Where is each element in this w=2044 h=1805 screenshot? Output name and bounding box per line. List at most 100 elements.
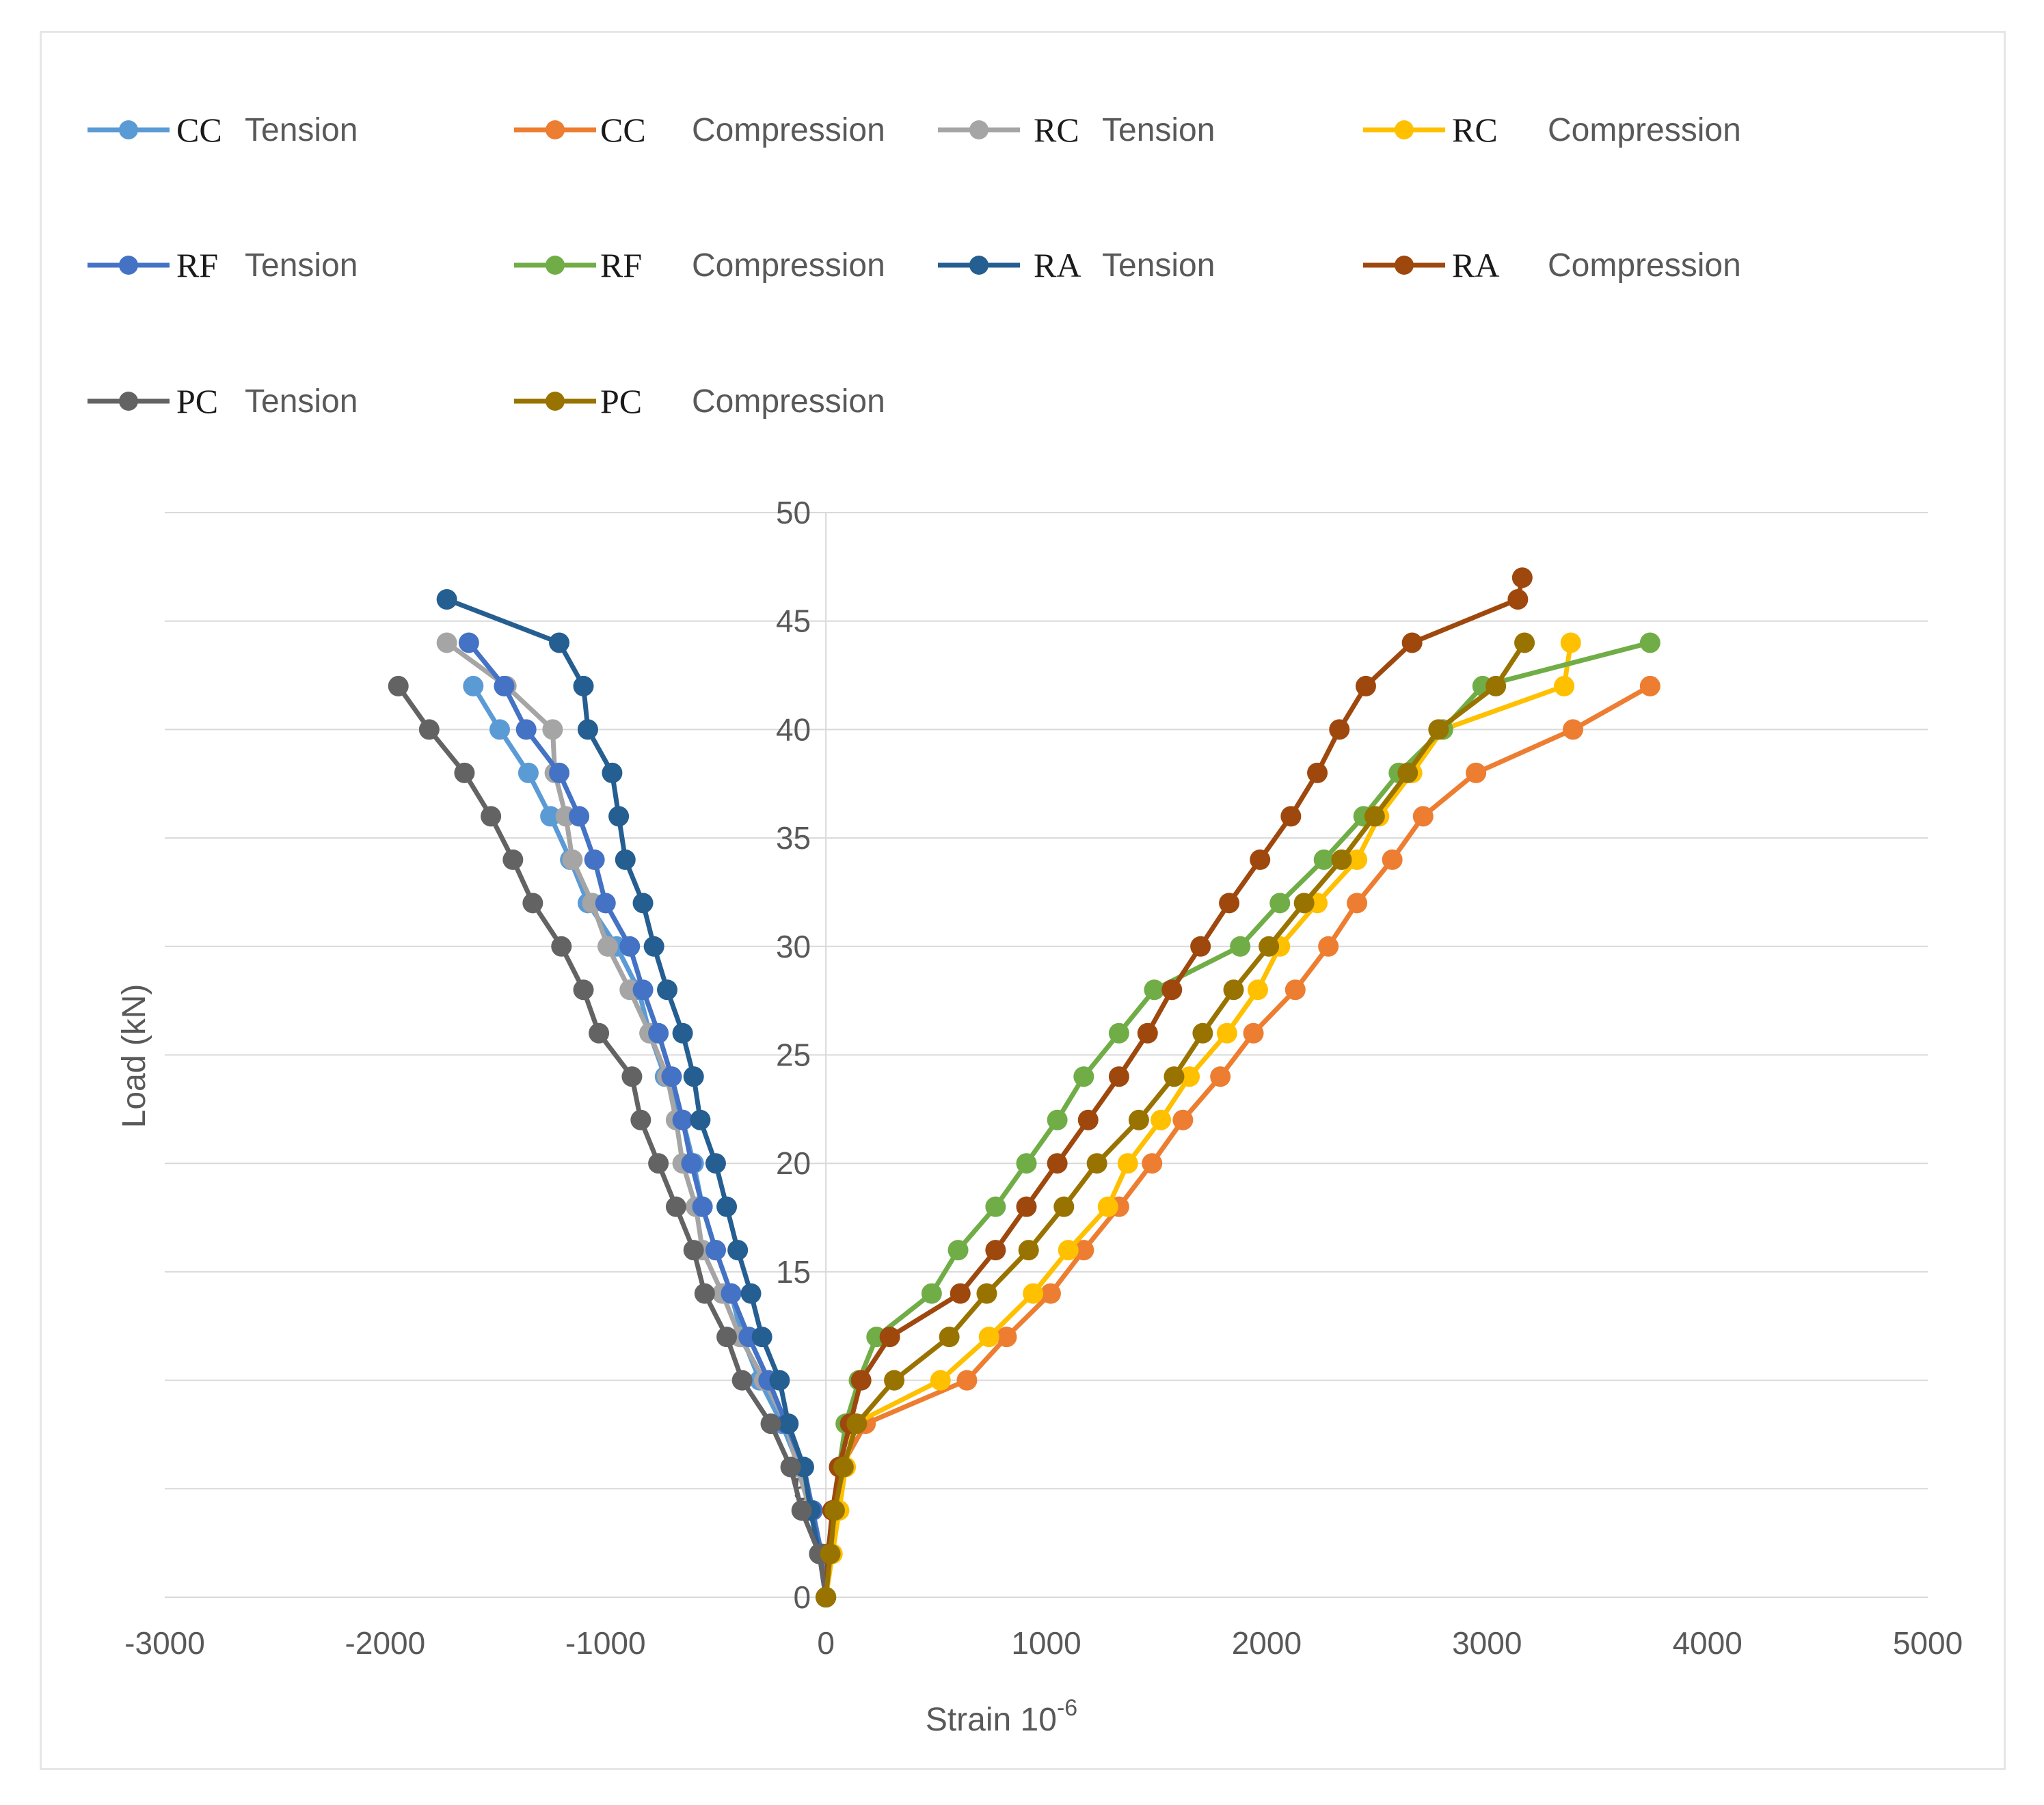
data-point [692,1196,713,1217]
data-point [608,806,630,827]
data-point [1097,1196,1118,1217]
data-point [683,1240,704,1261]
data-point [1347,849,1368,870]
series-line-pc-tension [396,683,829,1600]
data-point [985,1196,1006,1217]
legend-item-pc-compression: PC Compression [514,382,885,420]
data-point [573,675,594,696]
data-point [1355,675,1376,696]
data-point [1331,849,1352,870]
legend-kind: Tension [245,247,358,284]
series-line-rf-compression [823,640,1653,1600]
legend-kind: Tension [245,383,358,420]
data-point [1412,806,1434,827]
data-point [632,893,654,914]
data-point [454,762,475,783]
data-point [921,1283,942,1304]
data-point [884,1370,905,1391]
data-point [573,979,594,1001]
data-point [791,1500,812,1521]
data-point [976,1283,997,1304]
legend-kind: Compression [692,112,885,148]
data-point [1514,632,1535,653]
data-point [1058,1240,1079,1261]
data-point [632,979,654,1001]
chart-frame [40,31,2006,1770]
legend-abbr: PC [176,382,218,420]
data-point [1047,1153,1068,1174]
data-point [630,1109,651,1130]
data-point [1223,979,1244,1001]
series-cc-compression [816,675,1660,1607]
data-point [978,1327,999,1348]
data-point [549,632,570,653]
series-rf-compression [816,632,1660,1607]
data-point [619,936,641,957]
legend-kind: Compression [692,383,885,420]
data-point [648,1022,669,1044]
data-point [751,1327,772,1348]
legend-item-ra-tension: RA Tension [938,246,1215,284]
data-point [1313,849,1334,870]
data-point [1397,762,1418,783]
data-point [672,1022,693,1044]
data-point [1364,806,1385,827]
data-point [648,1153,669,1174]
data-point [584,849,605,870]
data-point [681,1153,702,1174]
series-ra-tension [436,588,837,1607]
x-tick-label: 1000 [1011,1625,1081,1661]
data-point [950,1283,971,1304]
legend-item-cc-compression: CC Compression [514,111,885,149]
data-point [1639,675,1660,696]
legend-kind: Tension [1102,112,1215,148]
data-point [1307,762,1328,783]
legend-abbr: RA [1452,246,1499,284]
legend-item-ra-compression: RA Compression [1363,246,1741,284]
series-pc-compression [816,632,1535,1607]
data-point [1161,979,1183,1001]
data-point [1117,1153,1138,1174]
x-tick-label: 2000 [1232,1625,1302,1661]
data-point [947,1240,969,1261]
data-point [1250,849,1271,870]
legend-item-rf-tension: RF Tension [88,246,358,284]
data-point [540,806,561,827]
data-point [615,849,636,870]
data-point [522,893,543,914]
data-point [502,849,524,870]
data-point [760,1413,781,1435]
legend-swatch-marker [119,256,138,275]
data-point [716,1327,738,1348]
series-line-cc-compression [823,683,1653,1600]
data-point [1192,1022,1213,1044]
legend-swatch-marker [546,392,565,411]
legend-swatch-marker [969,256,989,275]
data-point [1347,893,1368,914]
data-point [551,936,572,957]
legend-kind: Compression [692,247,885,284]
data-point [1269,893,1291,914]
y-tick-label: 35 [776,820,811,856]
data-point [727,1240,749,1261]
data-point [602,762,623,783]
data-point [846,1413,868,1435]
series-ra-compression [816,567,1533,1607]
legend-abbr: RA [1034,246,1081,284]
data-point [1023,1283,1044,1304]
data-point [1280,806,1302,827]
data-point [716,1196,738,1217]
data-point [1190,936,1211,957]
data-point [562,849,583,870]
legend-kind: Tension [245,112,358,148]
legend-abbr: RF [176,246,218,284]
data-point [1164,1066,1185,1087]
data-point [1210,1066,1231,1087]
data-point [956,1370,978,1391]
x-tick-label: 0 [817,1625,835,1661]
data-point [820,1543,841,1564]
legend-item-pc-tension: PC Tension [88,382,358,420]
x-axis-label-text: Strain 10 [926,1702,1057,1738]
